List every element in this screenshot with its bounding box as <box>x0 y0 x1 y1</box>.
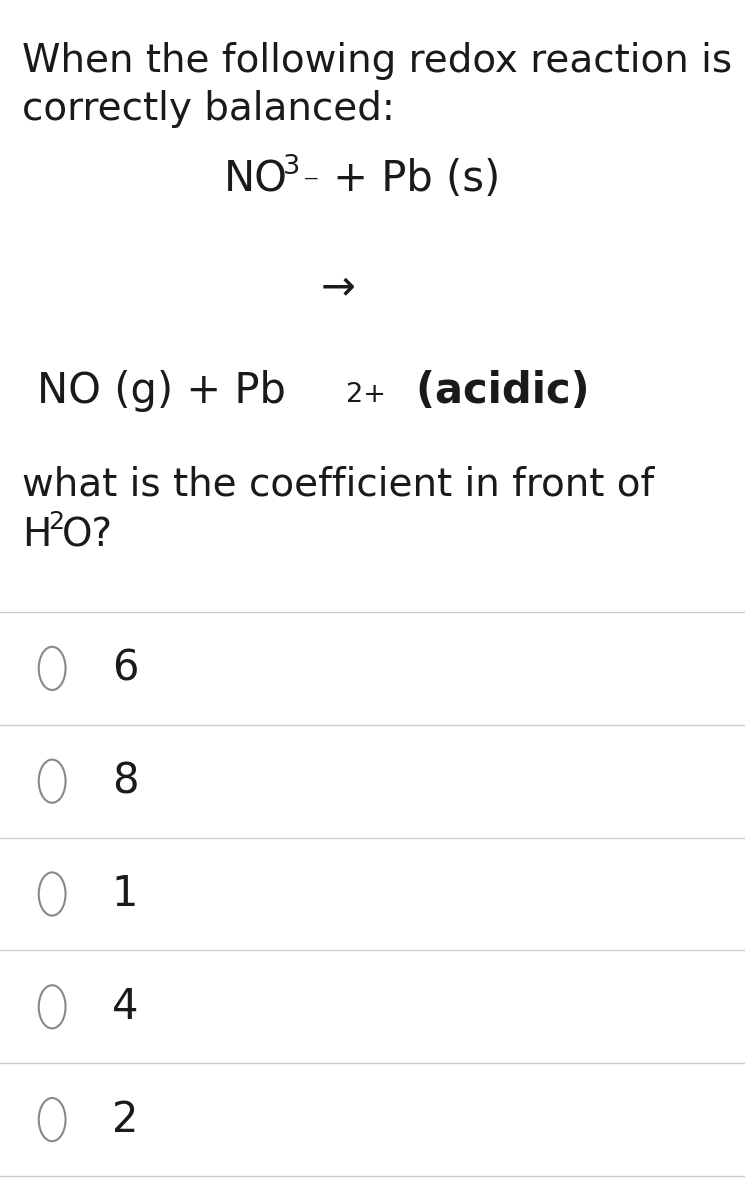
Text: →: → <box>320 266 355 308</box>
Text: 2: 2 <box>112 1099 138 1140</box>
Text: 2+: 2+ <box>346 382 387 408</box>
Text: When the following redox reaction is: When the following redox reaction is <box>22 42 732 80</box>
Text: 6: 6 <box>112 647 139 689</box>
Text: 2: 2 <box>48 510 65 534</box>
Text: NO: NO <box>224 158 288 200</box>
Text: ⁻: ⁻ <box>303 170 320 199</box>
Text: H: H <box>22 516 51 554</box>
Text: 3: 3 <box>283 154 300 180</box>
Text: 8: 8 <box>112 761 139 802</box>
Text: O?: O? <box>62 516 113 554</box>
Text: 1: 1 <box>112 874 139 914</box>
Text: 4: 4 <box>112 986 139 1027</box>
Text: correctly balanced:: correctly balanced: <box>22 90 396 128</box>
Text: (acidic): (acidic) <box>387 370 590 412</box>
Text: what is the coefficient in front of: what is the coefficient in front of <box>22 466 655 504</box>
Text: + Pb (s): + Pb (s) <box>320 158 501 200</box>
Text: NO (g) + Pb: NO (g) + Pb <box>37 370 286 412</box>
